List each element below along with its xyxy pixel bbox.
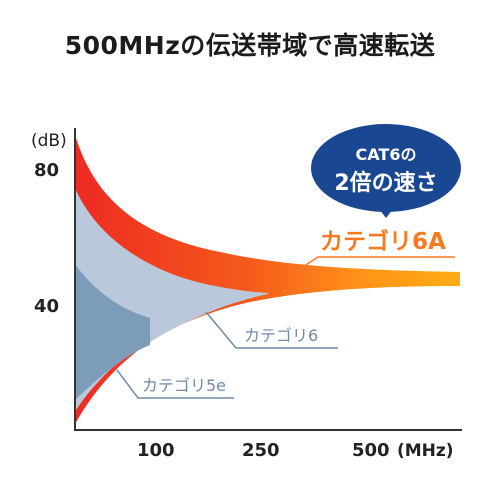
legend-label-cat6a: カテゴリ6A (320, 228, 446, 255)
leader-line-cat6 (205, 311, 338, 349)
leader-line-cat5e (116, 369, 234, 399)
y-axis-label: (dB) (31, 131, 67, 151)
leader-line-cat6a (297, 256, 455, 271)
y-tick-label-80: 80 (34, 160, 59, 181)
x-axis-unit: (MHz) (397, 441, 454, 461)
series-area-cat6a (75, 135, 460, 424)
y-tick-label-40: 40 (34, 296, 59, 317)
series-area-cat5e (75, 264, 150, 400)
x-tick-label-250: 250 (242, 440, 280, 461)
callout-line2: 2倍の速さ (334, 170, 437, 196)
callout-bubble: CAT6の 2倍の速さ (311, 124, 461, 218)
chart-title: 500MHzの伝送帯域で高速転送 (64, 31, 436, 60)
callout-line1: CAT6の (356, 145, 417, 164)
legend-label-cat5e: カテゴリ5e (142, 376, 226, 395)
x-tick-label-100: 100 (137, 440, 175, 461)
x-tick-label-500: 500 (352, 440, 390, 461)
legend-label-cat6: カテゴリ6 (244, 326, 318, 345)
